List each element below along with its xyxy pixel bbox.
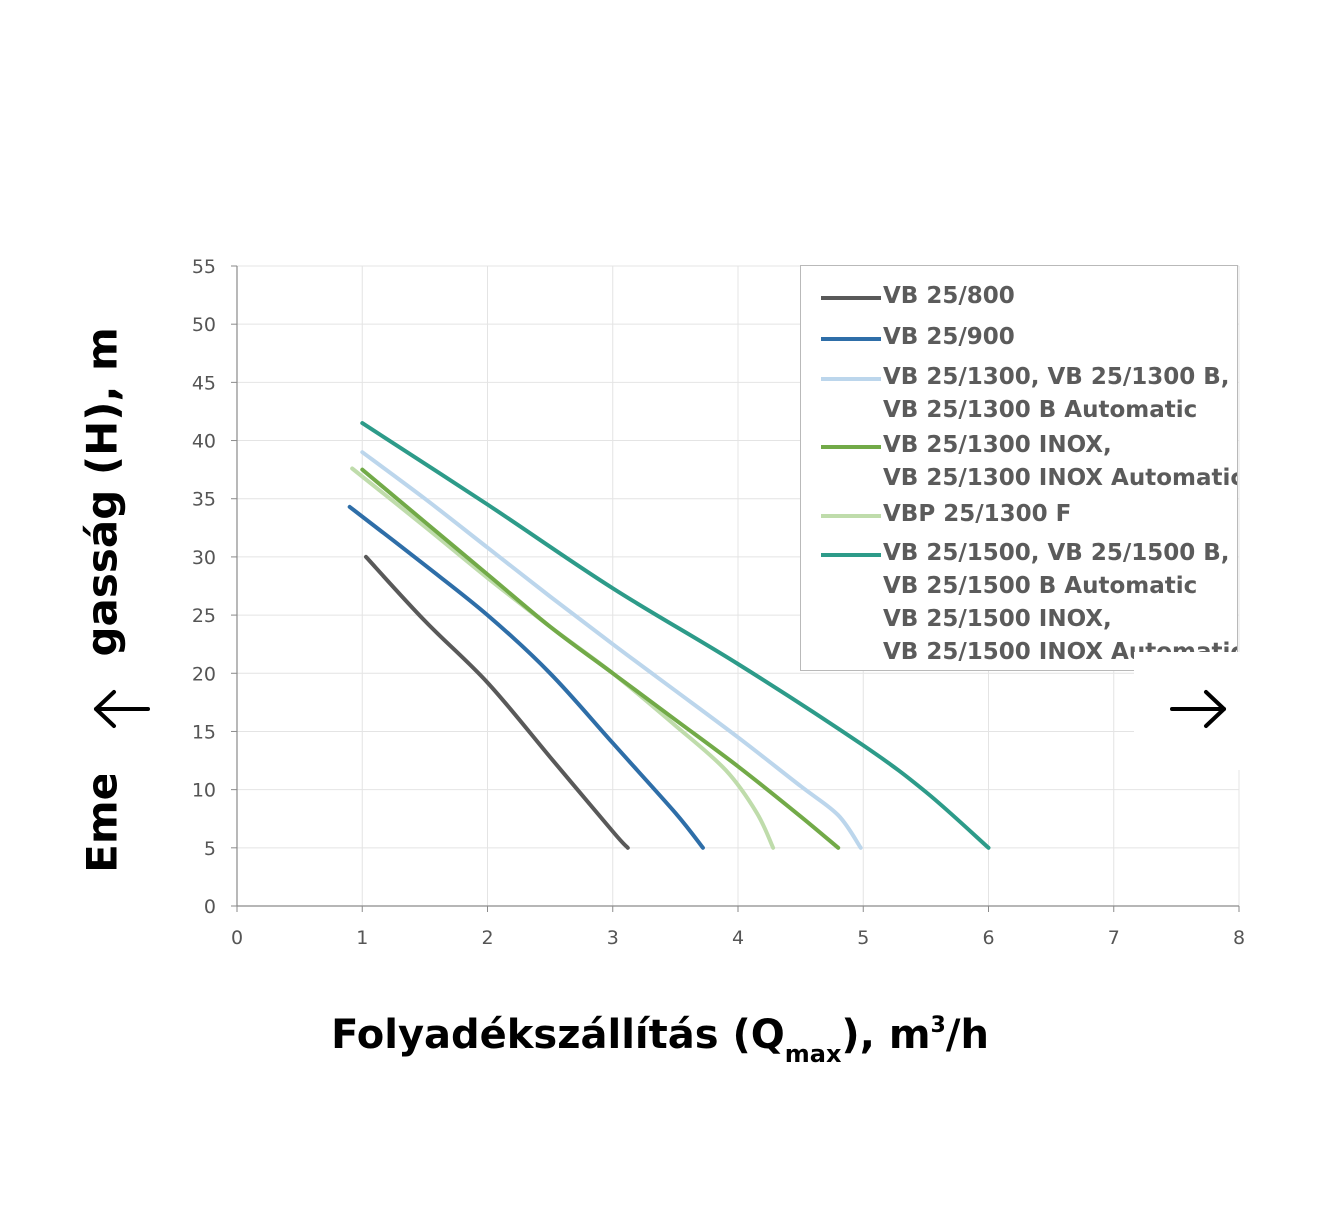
x-tick-label: 4 <box>732 927 744 949</box>
legend-label-line: VB 25/1300 INOX, <box>883 432 1112 458</box>
series-line <box>360 450 863 850</box>
series-line <box>360 467 841 850</box>
y-tick-label: 30 <box>192 547 216 569</box>
series-line <box>347 504 705 850</box>
legend-label-line: VB 25/900 <box>883 324 1015 350</box>
legend-label: VB 25/800 <box>883 280 1015 313</box>
x-tick-label: 8 <box>1233 927 1245 949</box>
series-line <box>360 421 991 850</box>
y-tick-label: 45 <box>192 372 216 394</box>
x-tick-label: 7 <box>1108 927 1120 949</box>
legend-label: VB 25/1300, VB 25/1300 B, VB 25/1300 B Au… <box>883 361 1230 427</box>
x-tick-label: 1 <box>356 927 368 949</box>
legend-swatch <box>821 296 881 300</box>
y-tick-label: 35 <box>192 489 216 511</box>
legend-label-line: VB 25/1500, VB 25/1500 B, <box>883 540 1230 566</box>
x-axis-label: Folyadékszállítás (Qmax), m3/h <box>331 1012 989 1068</box>
legend-swatch <box>821 514 881 518</box>
y-tick-label: 25 <box>192 605 216 627</box>
x-tick-label: 2 <box>481 927 493 949</box>
y-tick-label: 15 <box>192 721 216 743</box>
y-axis-label: Emelőmagasság (H), m <box>77 327 127 873</box>
legend-label: VB 25/1500, VB 25/1500 B, VB 25/1500 B Au… <box>883 537 1237 669</box>
y-tick-label: 50 <box>192 314 216 336</box>
y-tick-label: 0 <box>204 896 216 918</box>
legend-label-line: VB 25/1500 B Automatic <box>883 573 1198 599</box>
series-line <box>364 554 630 850</box>
next-button[interactable] <box>1168 689 1228 729</box>
series-line <box>350 466 776 850</box>
legend-label: VB 25/1300 INOX, VB 25/1300 INOX Automati… <box>883 429 1238 495</box>
legend-swatch <box>821 445 881 449</box>
x-tick-label: 0 <box>231 927 243 949</box>
x-tick-label: 6 <box>982 927 994 949</box>
legend-label: VB 25/900 <box>883 321 1015 354</box>
x-tick-label: 3 <box>607 927 619 949</box>
legend-label-line: VB 25/1500 INOX, <box>883 606 1112 632</box>
series-lines <box>347 421 991 850</box>
y-tick-label: 55 <box>192 256 216 278</box>
chart-legend: VB 25/800 VB 25/900 VB 25/1300, VB 25/1300… <box>800 265 1238 671</box>
legend-label: VBP 25/1300 F <box>883 498 1071 531</box>
legend-swatch <box>821 337 881 341</box>
legend-label-line: VBP 25/1300 F <box>883 501 1072 527</box>
legend-label-line: VB 25/800 <box>883 283 1015 309</box>
x-axis-label-unit-end: /h <box>945 1012 989 1058</box>
y-tick-label: 10 <box>192 780 216 802</box>
arrow-right-icon <box>1170 690 1226 728</box>
x-axis-label-subscript: max <box>784 1040 842 1068</box>
x-axis-label-superscript: 3 <box>930 1013 946 1038</box>
y-tick-label: 5 <box>204 838 216 860</box>
legend-swatch <box>821 377 881 381</box>
x-tick-label: 5 <box>857 927 869 949</box>
x-axis-label-main: Folyadékszállítás (Q <box>331 1012 785 1058</box>
axes <box>231 265 1240 912</box>
prev-button[interactable] <box>92 689 152 729</box>
y-tick-label: 20 <box>192 663 216 685</box>
arrow-left-icon <box>94 690 150 728</box>
y-tick-label: 40 <box>192 431 216 453</box>
legend-label-line: VB 25/1300 B Automatic <box>883 397 1198 423</box>
legend-swatch <box>821 553 881 557</box>
legend-label-line: VB 25/1300 INOX Automatic <box>883 465 1238 491</box>
legend-label-line: VB 25/1300, VB 25/1300 B, <box>883 364 1230 390</box>
x-axis-label-unit: ), m <box>841 1012 931 1058</box>
